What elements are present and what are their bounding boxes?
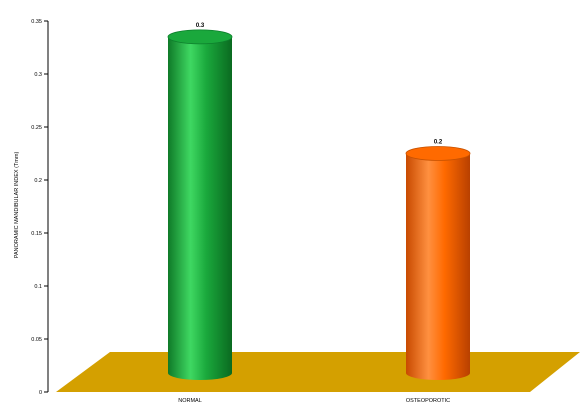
y-tick-label: 0.3 xyxy=(34,72,42,78)
bar-normal: 0.3 NORMAL xyxy=(167,23,233,404)
y-tick-label: 0.15 xyxy=(31,231,42,237)
x-tick-label: NORMAL xyxy=(178,398,202,404)
data-label: 0.3 xyxy=(196,23,205,29)
y-tick-label: 0.35 xyxy=(31,19,42,25)
bars: 0.3 NORMAL 0.2 OSTEOPOROTIC xyxy=(167,23,471,404)
y-tick-label: 0.1 xyxy=(34,284,42,290)
y-tick-label: 0.25 xyxy=(31,125,42,131)
data-label: 0.2 xyxy=(434,140,443,146)
y-tick-label: 0.05 xyxy=(31,337,42,343)
y-axis-ticks: 0 0.05 0.1 0.15 0.2 0.25 0.3 0.35 xyxy=(31,19,48,396)
y-tick-label: 0 xyxy=(39,390,42,396)
chart-floor xyxy=(56,352,580,392)
bar-osteoporotic: 0.2 OSTEOPOROTIC xyxy=(405,140,471,404)
x-tick-label: OSTEOPOROTIC xyxy=(406,398,450,404)
bar-top xyxy=(405,146,471,161)
bar-top xyxy=(167,29,233,45)
bar-body xyxy=(406,153,470,380)
y-axis-label: PANORAMIC MANDIBULAR INDEX (Tmm) xyxy=(14,152,20,259)
bar-body xyxy=(168,36,232,381)
y-tick-label: 0.2 xyxy=(34,178,42,184)
